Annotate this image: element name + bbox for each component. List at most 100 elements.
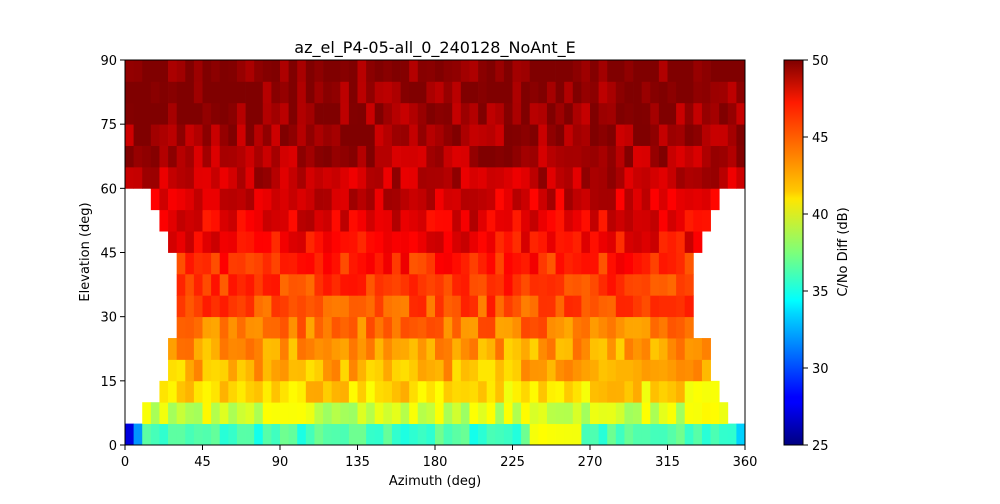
heatmap-cell xyxy=(357,188,367,211)
heatmap-cell xyxy=(555,380,565,403)
heatmap-cell xyxy=(400,423,410,446)
heatmap-cell xyxy=(202,316,212,339)
heatmap-cell xyxy=(478,124,488,146)
heatmap-cell xyxy=(133,102,143,125)
heatmap-cell xyxy=(185,209,195,232)
heatmap-cell xyxy=(615,60,625,82)
heatmap-cell xyxy=(340,166,350,189)
heatmap-cell xyxy=(228,231,238,253)
heatmap-cell xyxy=(245,273,255,296)
heatmap-cell xyxy=(658,81,668,104)
heatmap-cell xyxy=(331,166,341,189)
heatmap-cell xyxy=(478,209,488,232)
heatmap-cell xyxy=(254,402,264,425)
heatmap-cell xyxy=(314,166,324,189)
heatmap-cell xyxy=(228,252,238,275)
heatmap-cell xyxy=(512,316,522,339)
heatmap-cell xyxy=(142,402,152,425)
heatmap-cell xyxy=(176,273,186,296)
heatmap-cell xyxy=(555,423,565,446)
heatmap-cell xyxy=(538,145,548,168)
heatmap-cell xyxy=(142,166,152,189)
heatmap-cell xyxy=(693,188,703,211)
heatmap-cell xyxy=(719,166,729,189)
heatmap-cell xyxy=(615,166,625,189)
heatmap-cell xyxy=(650,145,660,168)
heatmap-cell xyxy=(486,124,496,146)
heatmap-cell xyxy=(219,145,229,168)
heatmap-cell xyxy=(383,60,393,82)
heatmap-cell xyxy=(650,316,660,339)
heatmap-cell xyxy=(374,102,384,125)
heatmap-cell xyxy=(607,359,617,382)
heatmap-cell xyxy=(598,252,608,275)
heatmap-cell xyxy=(727,124,737,146)
heatmap-cell xyxy=(305,423,315,446)
heatmap-cell xyxy=(314,359,324,382)
heatmap-cell xyxy=(288,124,298,146)
heatmap-cell xyxy=(185,60,195,82)
heatmap-cell xyxy=(710,166,720,189)
heatmap-cell xyxy=(323,338,333,360)
heatmap-cell xyxy=(529,402,539,425)
heatmap-cell xyxy=(374,359,384,382)
heatmap-cell xyxy=(228,402,238,425)
heatmap-cell xyxy=(546,402,556,425)
heatmap-cell xyxy=(383,402,393,425)
colorbar-tick-label: 25 xyxy=(812,439,829,454)
heatmap-cell xyxy=(435,423,445,446)
heatmap-cell xyxy=(193,273,203,296)
heatmap-cell xyxy=(658,60,668,82)
heatmap-cell xyxy=(624,188,634,211)
heatmap-cell xyxy=(546,124,556,146)
heatmap-cell xyxy=(546,231,556,253)
heatmap-cell xyxy=(529,252,539,275)
heatmap-cell xyxy=(469,338,479,360)
heatmap-cell xyxy=(271,359,281,382)
heatmap-cell xyxy=(572,295,582,318)
heatmap-cell xyxy=(546,102,556,125)
heatmap-cell xyxy=(676,145,686,168)
heatmap-cell xyxy=(658,145,668,168)
heatmap-cell xyxy=(400,359,410,382)
heatmap-cell xyxy=(262,145,272,168)
heatmap-cell xyxy=(641,231,651,253)
heatmap-cell xyxy=(314,209,324,232)
heatmap-cell xyxy=(633,273,643,296)
heatmap-cell xyxy=(211,145,221,168)
heatmap-cell xyxy=(305,380,315,403)
heatmap-cell xyxy=(236,338,246,360)
heatmap-cell xyxy=(615,273,625,296)
heatmap-cell xyxy=(357,273,367,296)
heatmap-cell xyxy=(409,252,419,275)
heatmap-cell xyxy=(374,145,384,168)
heatmap-cell xyxy=(288,231,298,253)
heatmap-cell xyxy=(684,359,694,382)
heatmap-cell xyxy=(710,145,720,168)
heatmap-cell xyxy=(598,81,608,104)
heatmap-cell xyxy=(633,402,643,425)
heatmap-cell xyxy=(400,316,410,339)
heatmap-cell xyxy=(478,359,488,382)
heatmap-cell xyxy=(443,380,453,403)
heatmap-cell xyxy=(650,273,660,296)
heatmap-cell xyxy=(280,60,290,82)
heatmap-cell xyxy=(581,402,591,425)
heatmap-cell xyxy=(280,316,290,339)
heatmap-cell xyxy=(486,209,496,232)
heatmap-cell xyxy=(280,209,290,232)
heatmap-cell xyxy=(417,402,427,425)
heatmap-cell xyxy=(633,338,643,360)
heatmap-cell xyxy=(297,145,307,168)
heatmap-cell xyxy=(676,60,686,82)
heatmap-cell xyxy=(469,359,479,382)
heatmap-cell xyxy=(546,338,556,360)
heatmap-cell xyxy=(426,316,436,339)
heatmap-cell xyxy=(374,316,384,339)
heatmap-cell xyxy=(667,60,677,82)
heatmap-cell xyxy=(366,60,376,82)
heatmap-cell xyxy=(245,231,255,253)
heatmap-cell xyxy=(228,380,238,403)
x-axis-label: Azimuth (deg) xyxy=(389,474,481,489)
heatmap-cell xyxy=(701,359,711,382)
